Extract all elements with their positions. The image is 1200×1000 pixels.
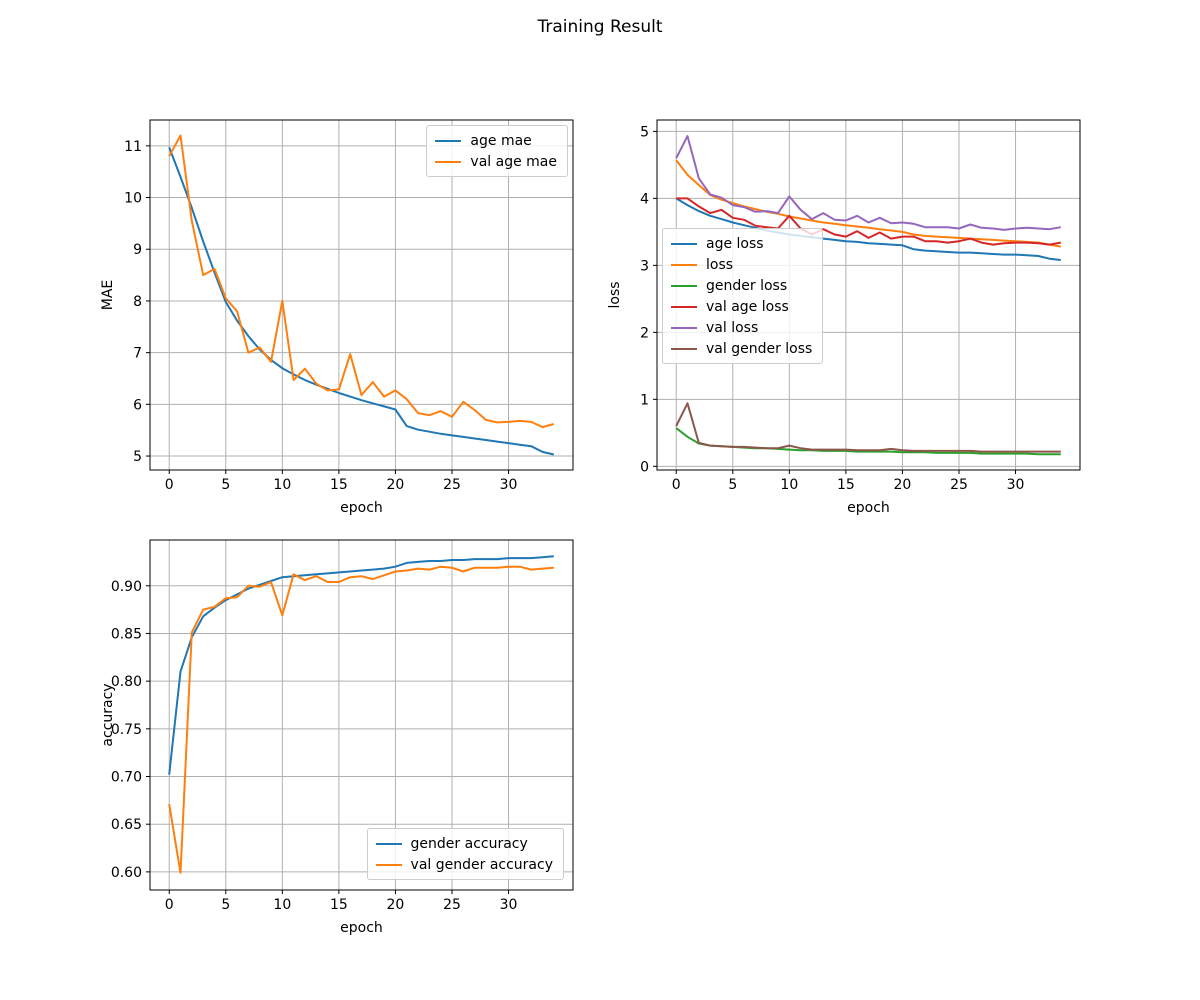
legend-item-val-loss: val loss [671, 317, 812, 338]
legend-line-swatch [671, 305, 697, 308]
y-axis-label: loss [607, 281, 623, 308]
x-tick-label: 5 [728, 477, 737, 493]
x-tick-label: 30 [500, 897, 518, 913]
y-tick-label: 1 [640, 392, 649, 408]
legend-line-swatch [671, 242, 697, 245]
x-tick-label: 0 [165, 477, 174, 493]
series-line-val-age-mae [168, 134, 555, 429]
x-tick-label: 10 [780, 477, 798, 493]
x-tick-label: 0 [672, 477, 681, 493]
legend-item-val-age-mae: val age mae [435, 151, 557, 172]
legend-label: age mae [470, 132, 532, 149]
series-line-val-gender-loss [675, 402, 1061, 453]
legend-line-swatch [671, 347, 697, 350]
legend-label: age loss [706, 235, 764, 252]
y-tick-label: 10 [124, 191, 142, 207]
series-line-val-age-loss [676, 197, 1061, 246]
legend-label: val gender accuracy [410, 856, 553, 873]
legend-item-age-loss: age loss [671, 233, 812, 254]
axes-frame [149, 539, 574, 891]
x-tick-label: 0 [165, 897, 174, 913]
legend-loss: age loss loss gender loss val age loss val l… [662, 228, 824, 364]
legend-item-age-mae: age mae [435, 130, 557, 151]
x-axis-label: epoch [340, 500, 383, 516]
y-tick-label: 6 [133, 397, 142, 413]
y-tick-label: 11 [124, 139, 142, 155]
series-line-gender-accuracy [168, 555, 554, 775]
y-tick-label: 0.80 [111, 674, 142, 690]
y-tick-label: 3 [640, 258, 649, 274]
legend-line-swatch [671, 263, 697, 266]
y-axis-label: MAE [100, 280, 116, 311]
legend-label: gender loss [706, 277, 788, 294]
x-tick-label: 15 [330, 477, 348, 493]
y-tick-label: 7 [133, 346, 142, 362]
legend-line-swatch [671, 284, 697, 287]
y-tick-label: 0.85 [111, 626, 142, 642]
legend-line-swatch [375, 842, 402, 845]
x-axis-label: epoch [847, 500, 890, 516]
legend-item-gender-loss: gender loss [671, 275, 812, 296]
legend-line-swatch [435, 160, 462, 163]
y-tick-label: 8 [133, 294, 142, 310]
axes-frame [149, 119, 574, 471]
legend-mae: age mae val age mae [426, 125, 568, 177]
x-tick-label: 10 [273, 477, 291, 493]
legend-line-swatch [435, 139, 462, 142]
legend-label: val age loss [706, 298, 789, 315]
x-tick-label: 5 [221, 477, 230, 493]
series-line-age-mae [168, 147, 555, 456]
y-tick-label: 2 [640, 325, 649, 341]
x-tick-label: 20 [387, 477, 405, 493]
legend-item-val-gender-loss: val gender loss [671, 338, 812, 359]
legend-label: gender accuracy [410, 835, 528, 852]
legend-line-swatch [671, 326, 697, 329]
x-tick-label: 25 [443, 477, 461, 493]
chart-gender-accuracy: 0 5 10 15 20 25 30 0.60 0.65 0.70 0.75 0.80 0.85 0.90… [90, 525, 588, 940]
x-tick-label: 20 [387, 897, 405, 913]
legend-label: val loss [706, 319, 759, 336]
legend-item-val-gender-accuracy: val gender accuracy [375, 854, 553, 875]
y-tick-label: 0.60 [111, 865, 142, 881]
x-tick-label: 20 [894, 477, 912, 493]
x-tick-label: 30 [1007, 477, 1025, 493]
x-tick-label: 10 [273, 897, 291, 913]
y-tick-label: 0 [640, 459, 649, 475]
x-tick-label: 15 [330, 897, 348, 913]
legend-item-loss: loss [671, 254, 812, 275]
chart-loss: 0 5 10 15 20 25 30 0 1 2 3 4 5 epoch loss age loss loss… [597, 105, 1095, 520]
y-tick-label: 0.90 [111, 579, 142, 595]
legend-accuracy: gender accuracy val gender accuracy [366, 828, 564, 880]
plot-canvas-loss: 0 5 10 15 20 25 30 0 1 2 3 4 5 epoch loss [607, 119, 1081, 516]
y-tick-label: 5 [133, 449, 142, 465]
x-tick-label: 30 [500, 477, 518, 493]
series-line-val-loss [675, 135, 1061, 231]
x-tick-label: 5 [221, 897, 230, 913]
y-tick-label: 0.65 [111, 817, 142, 833]
series-line-val-gender-accuracy [168, 565, 554, 874]
y-tick-label: 9 [133, 242, 142, 258]
legend-label: val gender loss [706, 340, 813, 357]
y-axis-label: accuracy [100, 683, 116, 746]
legend-label: loss [706, 256, 734, 273]
legend-item-val-age-loss: val age loss [671, 296, 812, 317]
series-line-loss [675, 159, 1061, 248]
y-tick-label: 0.75 [111, 722, 142, 738]
figure-title: Training Result [537, 17, 663, 37]
x-tick-label: 25 [950, 477, 968, 493]
series-line-age-loss [675, 197, 1061, 261]
y-tick-label: 0.70 [111, 770, 142, 786]
legend-line-swatch [375, 863, 402, 866]
legend-label: val age mae [470, 153, 557, 170]
axes-frame [656, 119, 1081, 471]
x-tick-label: 15 [837, 477, 855, 493]
y-tick-label: 5 [640, 124, 649, 140]
legend-item-gender-accuracy: gender accuracy [375, 833, 553, 854]
y-tick-label: 4 [640, 191, 649, 207]
x-tick-label: 25 [443, 897, 461, 913]
x-axis-label: epoch [340, 920, 383, 936]
chart-age-mae: 0 5 10 15 20 25 30 5 6 7 8 9 10 11 epoch MAE age mae val… [90, 105, 588, 520]
